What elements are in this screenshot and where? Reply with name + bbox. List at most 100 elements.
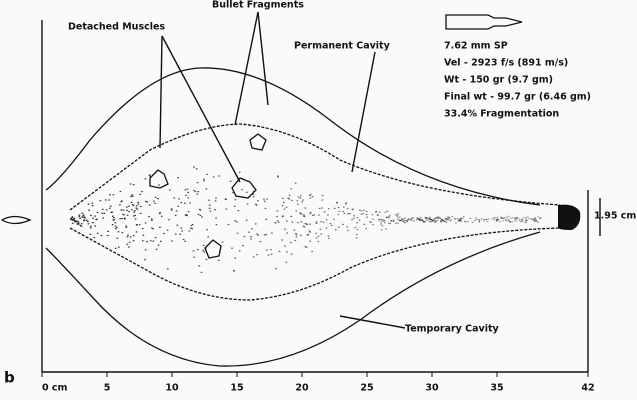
speck (295, 234, 298, 236)
speck (199, 209, 202, 211)
speck (384, 222, 386, 224)
speck (397, 222, 399, 224)
speck (110, 205, 112, 207)
tick-label: 20 (295, 383, 309, 394)
speck (460, 220, 462, 222)
speck (193, 256, 195, 258)
speck (445, 219, 448, 221)
speck (182, 238, 185, 241)
speck (304, 222, 307, 225)
speck (507, 215, 510, 217)
speck (440, 221, 442, 223)
speck (351, 218, 353, 221)
speck (284, 228, 286, 230)
tick-label: 25 (360, 383, 373, 394)
speck (521, 221, 523, 223)
speck (451, 216, 454, 218)
speck (346, 207, 349, 210)
speck (308, 194, 311, 196)
speck (318, 207, 321, 209)
speck (347, 213, 349, 215)
speck (416, 218, 418, 221)
speck (401, 218, 403, 220)
speck (134, 210, 136, 212)
speck (77, 220, 79, 222)
speck (206, 229, 208, 231)
spec-line: 7.62 mm SP (444, 41, 508, 52)
speck (394, 214, 397, 216)
speck (307, 233, 309, 235)
speck (175, 210, 178, 212)
speck (214, 200, 217, 202)
speck (493, 217, 495, 219)
cartridge-icon (445, 14, 523, 30)
speck (379, 211, 381, 213)
speck (255, 204, 258, 206)
speck (406, 221, 408, 223)
speck (434, 217, 436, 219)
speck (199, 214, 202, 216)
leader (161, 35, 241, 183)
speck (397, 213, 399, 215)
speck (421, 218, 423, 221)
speck (139, 193, 142, 195)
speck (108, 199, 110, 201)
label: Permanent Cavity (294, 41, 391, 52)
speck (300, 221, 303, 223)
speck (449, 220, 451, 222)
speck (79, 217, 81, 219)
speck (186, 215, 188, 217)
speck (139, 212, 142, 214)
speck (89, 233, 92, 235)
speck (85, 219, 88, 221)
speck (496, 219, 499, 221)
speck (303, 214, 305, 216)
speck (425, 218, 427, 220)
speck (419, 216, 422, 219)
speck (99, 200, 102, 202)
speck (291, 199, 293, 201)
speck (396, 216, 399, 218)
speck (296, 200, 299, 202)
speck (417, 218, 420, 221)
speck (144, 249, 147, 251)
speck (301, 201, 303, 203)
speck (476, 218, 478, 220)
speck (110, 211, 113, 213)
speck (91, 202, 94, 204)
speck (426, 219, 429, 221)
speck (128, 211, 130, 213)
speck (259, 241, 262, 243)
speck (358, 209, 361, 211)
speck (263, 200, 266, 202)
speck (214, 209, 216, 211)
speck (516, 217, 518, 219)
speck (171, 240, 173, 242)
speck (201, 216, 203, 218)
speck (87, 203, 90, 205)
speck (427, 217, 429, 219)
speck (485, 219, 488, 221)
speck (430, 221, 433, 223)
speck (494, 217, 496, 219)
speck (184, 189, 187, 191)
speck (221, 241, 224, 243)
speck (537, 215, 539, 217)
speck (132, 235, 135, 237)
entry-bullet (0, 215, 32, 225)
speck (408, 218, 411, 220)
speck (202, 244, 205, 247)
speck (521, 218, 524, 220)
speck (290, 215, 293, 217)
speck (252, 196, 255, 198)
speck (521, 219, 523, 221)
speck (96, 211, 99, 213)
speck (126, 209, 128, 211)
speck (315, 232, 317, 234)
speck (525, 218, 528, 220)
speck (158, 213, 161, 215)
speck (196, 193, 199, 195)
speck (141, 227, 144, 230)
speck (308, 230, 311, 232)
speck (160, 215, 163, 217)
